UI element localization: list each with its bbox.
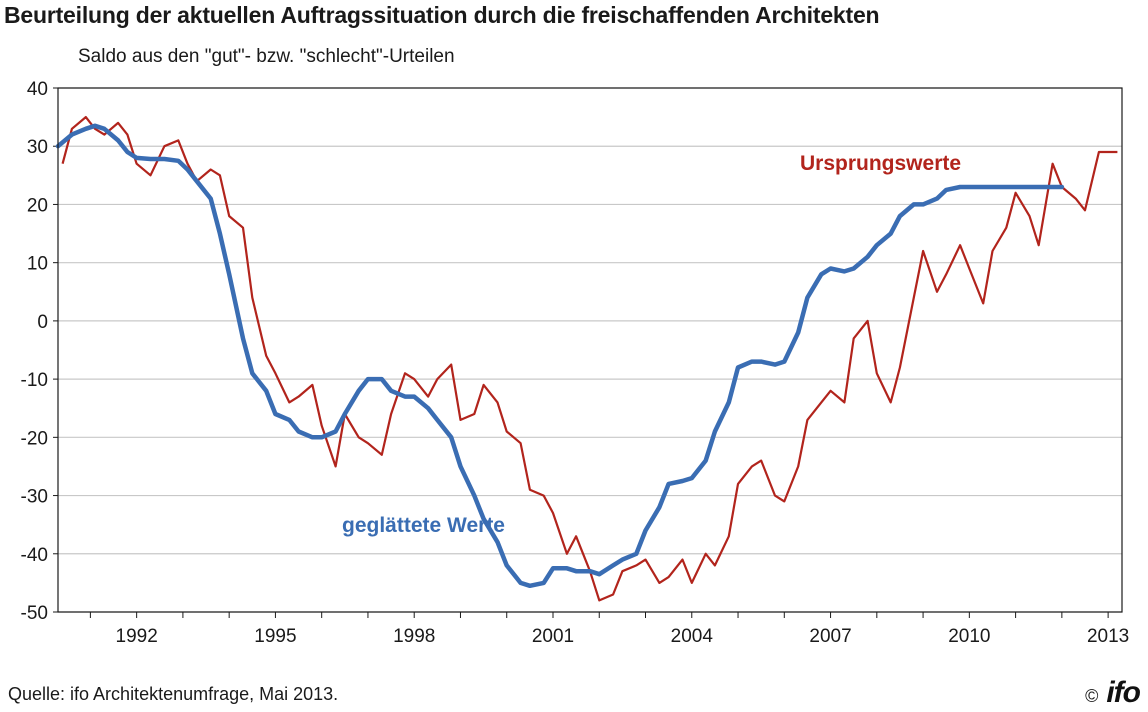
ifo-logo-text: ifo — [1106, 676, 1141, 709]
legend-label-ursprungswerte: Ursprungswerte — [800, 152, 961, 175]
chart-subtitle: Saldo aus den "gut"- bzw. "schlecht"-Urt… — [78, 46, 455, 67]
chart-title: Beurteilung der aktuellen Auftragssituat… — [4, 2, 880, 28]
y-tick-label: 40 — [27, 79, 48, 100]
x-tick-label: 1992 — [116, 626, 158, 647]
series-line-geglaettete-werte — [55, 123, 1065, 589]
x-tick-label: 2013 — [1087, 626, 1129, 647]
y-axis-ticks: 40 30 20 10 0 -10 -20 -30 -40 -50 — [21, 79, 58, 624]
grid-lines — [58, 87, 1122, 613]
y-tick-label: -40 — [21, 545, 48, 566]
y-tick-label: 30 — [27, 137, 48, 158]
x-tick-label: 2007 — [809, 626, 851, 647]
y-tick-label: -20 — [21, 428, 48, 449]
x-tick-label: 2010 — [948, 626, 990, 647]
copyright-symbol: © — [1085, 686, 1099, 706]
x-tick-label: 2004 — [671, 626, 714, 647]
series-lines — [55, 116, 1118, 602]
y-tick-label: -30 — [21, 487, 48, 508]
x-tick-label: 1998 — [393, 626, 435, 647]
x-tick-label: 2001 — [532, 626, 574, 647]
y-tick-label: 20 — [27, 195, 48, 216]
y-tick-label: -50 — [21, 603, 48, 624]
legend-label-geglaettete-werte: geglättete Werte — [342, 514, 505, 537]
plot-frame — [57, 87, 1123, 613]
x-tick-label: 1995 — [254, 626, 296, 647]
ifo-logo: © ifo — [1085, 676, 1141, 710]
y-tick-label: -10 — [21, 370, 48, 391]
series-line-ursprungswerte — [61, 116, 1118, 602]
y-tick-label: 10 — [27, 254, 48, 275]
y-tick-label: 0 — [37, 312, 48, 333]
source-note: Quelle: ifo Architektenumfrage, Mai 2013… — [8, 684, 339, 704]
x-axis-ticks: 1992 1995 1998 2001 2004 2007 2010 2013 — [89, 612, 1129, 647]
plot-border — [57, 87, 1123, 613]
